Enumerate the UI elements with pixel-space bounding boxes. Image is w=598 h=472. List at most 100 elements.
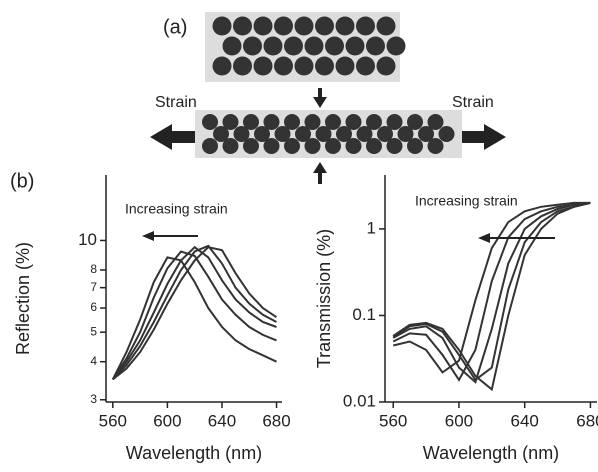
y-tick-label: 1: [367, 218, 376, 237]
particle: [263, 138, 280, 154]
x-tick-label: 680: [576, 411, 598, 430]
particle: [253, 16, 273, 36]
particle: [356, 56, 375, 76]
particle: [222, 36, 242, 56]
y-tick-label: 7: [90, 280, 97, 294]
particle: [397, 126, 414, 142]
data-line: [392, 201, 591, 382]
particle: [356, 126, 373, 142]
particle: [356, 16, 375, 36]
particle: [377, 126, 393, 142]
particle: [233, 16, 252, 36]
particle: [407, 114, 423, 130]
y-tick-label: 8: [90, 262, 97, 276]
particle: [376, 56, 396, 76]
particle: [243, 114, 259, 130]
panel-label: (b): [10, 170, 34, 192]
y-axis-label: Transmission (%): [314, 229, 334, 368]
arrow: [313, 88, 327, 108]
x-tick-label: 680: [262, 411, 290, 430]
y-tick-label: 4: [90, 354, 97, 368]
particle: [335, 56, 355, 76]
particle: [386, 114, 403, 130]
particle: [202, 138, 218, 154]
particle: [366, 138, 382, 154]
particle: [243, 138, 259, 154]
arrow: [313, 162, 327, 184]
particle: [345, 114, 362, 130]
particle: [263, 114, 280, 130]
x-axis-label: Wavelength (nm): [423, 443, 559, 463]
particle: [274, 126, 291, 142]
x-axis-label: Wavelength (nm): [126, 443, 262, 463]
particle: [212, 56, 232, 76]
y-tick-label: 6: [90, 300, 97, 314]
particle: [304, 36, 324, 56]
particle: [427, 114, 444, 130]
particle: [325, 36, 344, 56]
particle: [325, 114, 341, 130]
data-line: [112, 245, 277, 381]
annotation-arrowhead: [142, 231, 154, 241]
particle: [213, 126, 229, 142]
data-line: [111, 250, 277, 380]
y-tick-label: 0.01: [343, 391, 376, 410]
particle: [366, 36, 385, 56]
data-line: [392, 201, 591, 392]
particle: [407, 138, 423, 154]
particle: [253, 56, 273, 76]
particles: [202, 16, 455, 154]
data-line: [392, 201, 591, 382]
annotation: Increasing strain: [125, 201, 228, 217]
x-tick-label: 640: [511, 411, 539, 430]
particle: [233, 56, 252, 76]
particle: [345, 138, 362, 154]
x-tick-label: 560: [99, 411, 127, 430]
particle: [336, 126, 352, 142]
y-tick-label: 3: [90, 392, 97, 406]
particle: [315, 126, 332, 142]
particle: [294, 16, 314, 36]
particle: [254, 126, 270, 142]
y-axis-label: Reflection (%): [13, 242, 33, 355]
particle: [386, 36, 406, 56]
particle: [222, 138, 239, 154]
panel-label: (a): [163, 16, 187, 38]
x-tick-label: 640: [208, 411, 236, 430]
particle: [274, 56, 293, 76]
particle: [202, 114, 218, 130]
particle: [212, 16, 232, 36]
particle: [315, 56, 334, 76]
particle: [345, 36, 365, 56]
particle: [222, 114, 239, 130]
particle: [335, 16, 355, 36]
particle: [315, 16, 334, 36]
strain-label: Strain: [155, 94, 197, 111]
particle: [274, 16, 293, 36]
particle: [304, 114, 321, 130]
particle: [243, 36, 262, 56]
particle: [427, 138, 444, 154]
particle: [284, 138, 300, 154]
particle: [263, 36, 283, 56]
y-tick-label: 5: [90, 324, 97, 338]
particle: [418, 126, 434, 142]
annotation: Increasing strain: [415, 193, 518, 209]
arrow: [150, 124, 195, 150]
x-tick-label: 600: [445, 411, 473, 430]
data-line: [392, 201, 591, 384]
data-line: [111, 256, 277, 380]
particle: [438, 126, 455, 142]
particle: [366, 114, 382, 130]
particle: [376, 16, 396, 36]
arrow: [462, 124, 506, 150]
annotation-arrowhead: [478, 233, 490, 243]
strain-label: Strain: [452, 94, 494, 111]
particle: [295, 126, 311, 142]
particle: [294, 56, 314, 76]
particle: [284, 36, 303, 56]
particle: [386, 138, 403, 154]
particle: [233, 126, 250, 142]
